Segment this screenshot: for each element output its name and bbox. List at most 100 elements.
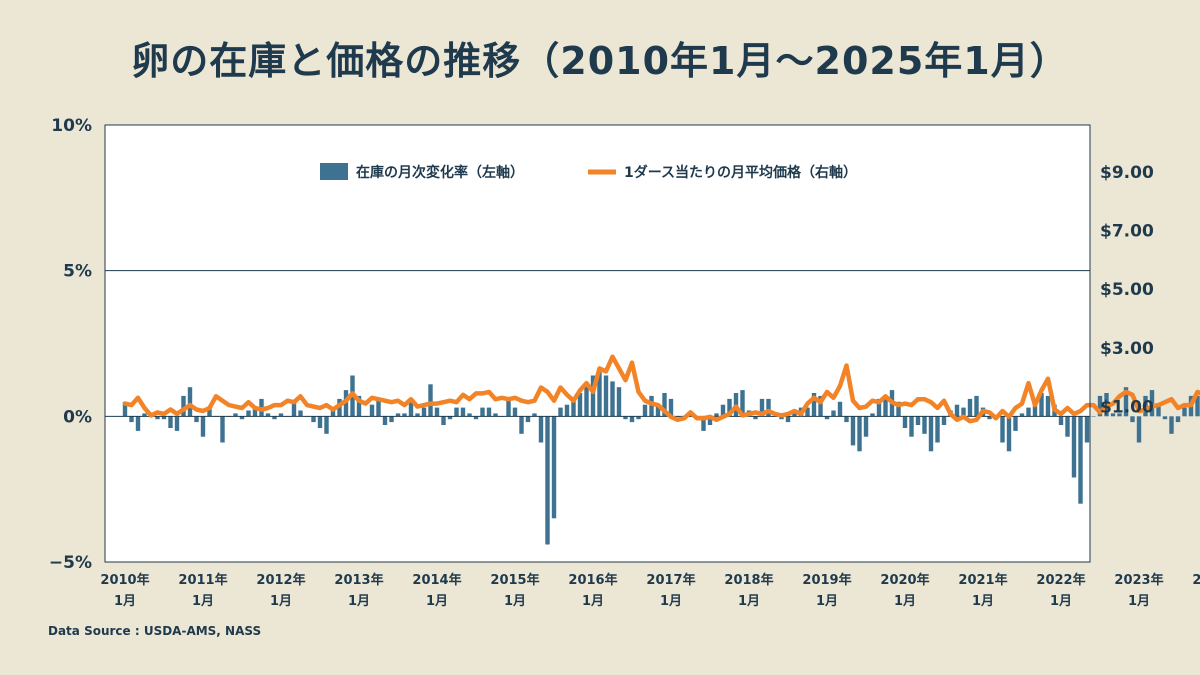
bar-149: [1091, 416, 1096, 417]
right-tick-label: $1.00: [1100, 398, 1154, 418]
bar-130: [967, 398, 973, 417]
bar-84: [668, 398, 674, 417]
bar-126: [941, 416, 947, 425]
bar-156: [1136, 416, 1142, 443]
bar-131: [974, 395, 979, 417]
x-tick-month: 1月: [1128, 594, 1150, 609]
bar-29: [311, 416, 316, 423]
bar-17: [233, 413, 238, 417]
bar-136: [1006, 416, 1012, 452]
x-tick-month: 1月: [582, 594, 604, 609]
x-tick-month: 1月: [972, 594, 994, 609]
bar-160: [1162, 416, 1168, 420]
bar-50: [447, 416, 453, 420]
bar-54: [473, 416, 479, 420]
bar-139: [1026, 407, 1031, 417]
bar-102: [785, 416, 791, 423]
bar-125: [935, 416, 940, 443]
bar-142: [1045, 395, 1051, 417]
bar-77: [623, 416, 628, 420]
x-tick-month: 1月: [660, 594, 682, 609]
bar-51: [454, 407, 459, 417]
bar-42: [395, 413, 401, 417]
plot-area: [105, 125, 1090, 562]
bar-97: [753, 416, 758, 420]
legend: 在庫の月次変化率（左軸） 1ダース当たりの月平均価格（右軸）: [320, 163, 857, 181]
bar-159: [1156, 404, 1161, 417]
bar-165: [1195, 395, 1200, 417]
bar-62: [525, 416, 531, 423]
bar-163: [1182, 407, 1187, 417]
right-tick-label: $7.00: [1100, 222, 1154, 242]
bar-110: [837, 401, 843, 417]
bar-73: [597, 369, 602, 417]
left-tick-label: −5%: [49, 553, 92, 573]
bar-153: [1117, 413, 1122, 417]
bar-133: [987, 416, 992, 420]
x-tick-month: 1月: [1050, 594, 1072, 609]
bar-75: [610, 381, 615, 417]
bar-81: [649, 395, 654, 417]
bar-109: [831, 410, 836, 417]
x-tick-year: 2012年: [256, 572, 305, 588]
bar-129: [961, 407, 966, 417]
bar-140: [1032, 398, 1038, 417]
bar-83: [662, 393, 667, 417]
bar-108: [824, 416, 830, 420]
x-tick-month: 1月: [504, 594, 526, 609]
x-tick-year: 2021年: [958, 572, 1007, 588]
bar-30: [317, 416, 323, 428]
bar-162: [1175, 416, 1181, 423]
bar-43: [402, 413, 407, 417]
bar-82: [655, 404, 661, 417]
right-tick-label: $5.00: [1100, 280, 1154, 300]
bar-20: [252, 407, 258, 417]
bar-137: [1013, 416, 1018, 431]
bar-98: [759, 398, 765, 417]
x-tick-year: 2016年: [568, 572, 617, 588]
bar-154: [1123, 387, 1129, 417]
x-tick-year: 2019年: [802, 572, 851, 588]
bar-48: [434, 407, 440, 417]
bar-115: [870, 413, 875, 417]
bar-89: [701, 416, 706, 431]
x-tick-month: 1月: [426, 594, 448, 609]
bar-80: [642, 404, 648, 417]
left-tick-label: 10%: [51, 116, 92, 136]
x-tick-month: 1月: [192, 594, 214, 609]
bar-67: [558, 407, 563, 417]
bar-147: [1078, 416, 1083, 504]
x-tick-month: 1月: [348, 594, 370, 609]
bar-60: [512, 407, 518, 417]
x-tick-year: 2022年: [1036, 572, 1085, 588]
legend-label-line: 1ダース当たりの月平均価格（右軸）: [624, 164, 857, 181]
bar-53: [467, 413, 472, 417]
bar-107: [818, 395, 823, 417]
bar-65: [545, 416, 550, 545]
bar-161: [1169, 416, 1174, 434]
bar-158: [1149, 390, 1155, 417]
bar-92: [720, 404, 726, 417]
bar-45: [415, 413, 420, 417]
bar-22: [265, 413, 271, 417]
bar-90: [707, 416, 713, 425]
bar-119: [896, 401, 901, 417]
x-tick-year: 2011年: [178, 572, 227, 588]
bar-95: [740, 390, 745, 417]
bar-61: [519, 416, 524, 434]
bar-66: [551, 416, 557, 519]
right-tick-label: $9.00: [1100, 163, 1154, 183]
bar-12: [200, 416, 206, 437]
x-axis: 2010年 1月 2011年 1月 2012年 1月 2013年 1月 2014年 1月 2015年…: [100, 572, 1200, 609]
bar-10: [187, 387, 193, 417]
right-tick-label: $3.00: [1100, 339, 1154, 359]
x-tick-year: 2010年: [100, 572, 149, 588]
bar-23: [272, 416, 277, 420]
left-tick-label: 5%: [63, 262, 92, 282]
bar-9: [181, 395, 186, 417]
bar-6: [161, 416, 167, 420]
bar-128: [954, 404, 960, 417]
bar-52: [460, 407, 466, 417]
bar-15: [220, 416, 225, 443]
